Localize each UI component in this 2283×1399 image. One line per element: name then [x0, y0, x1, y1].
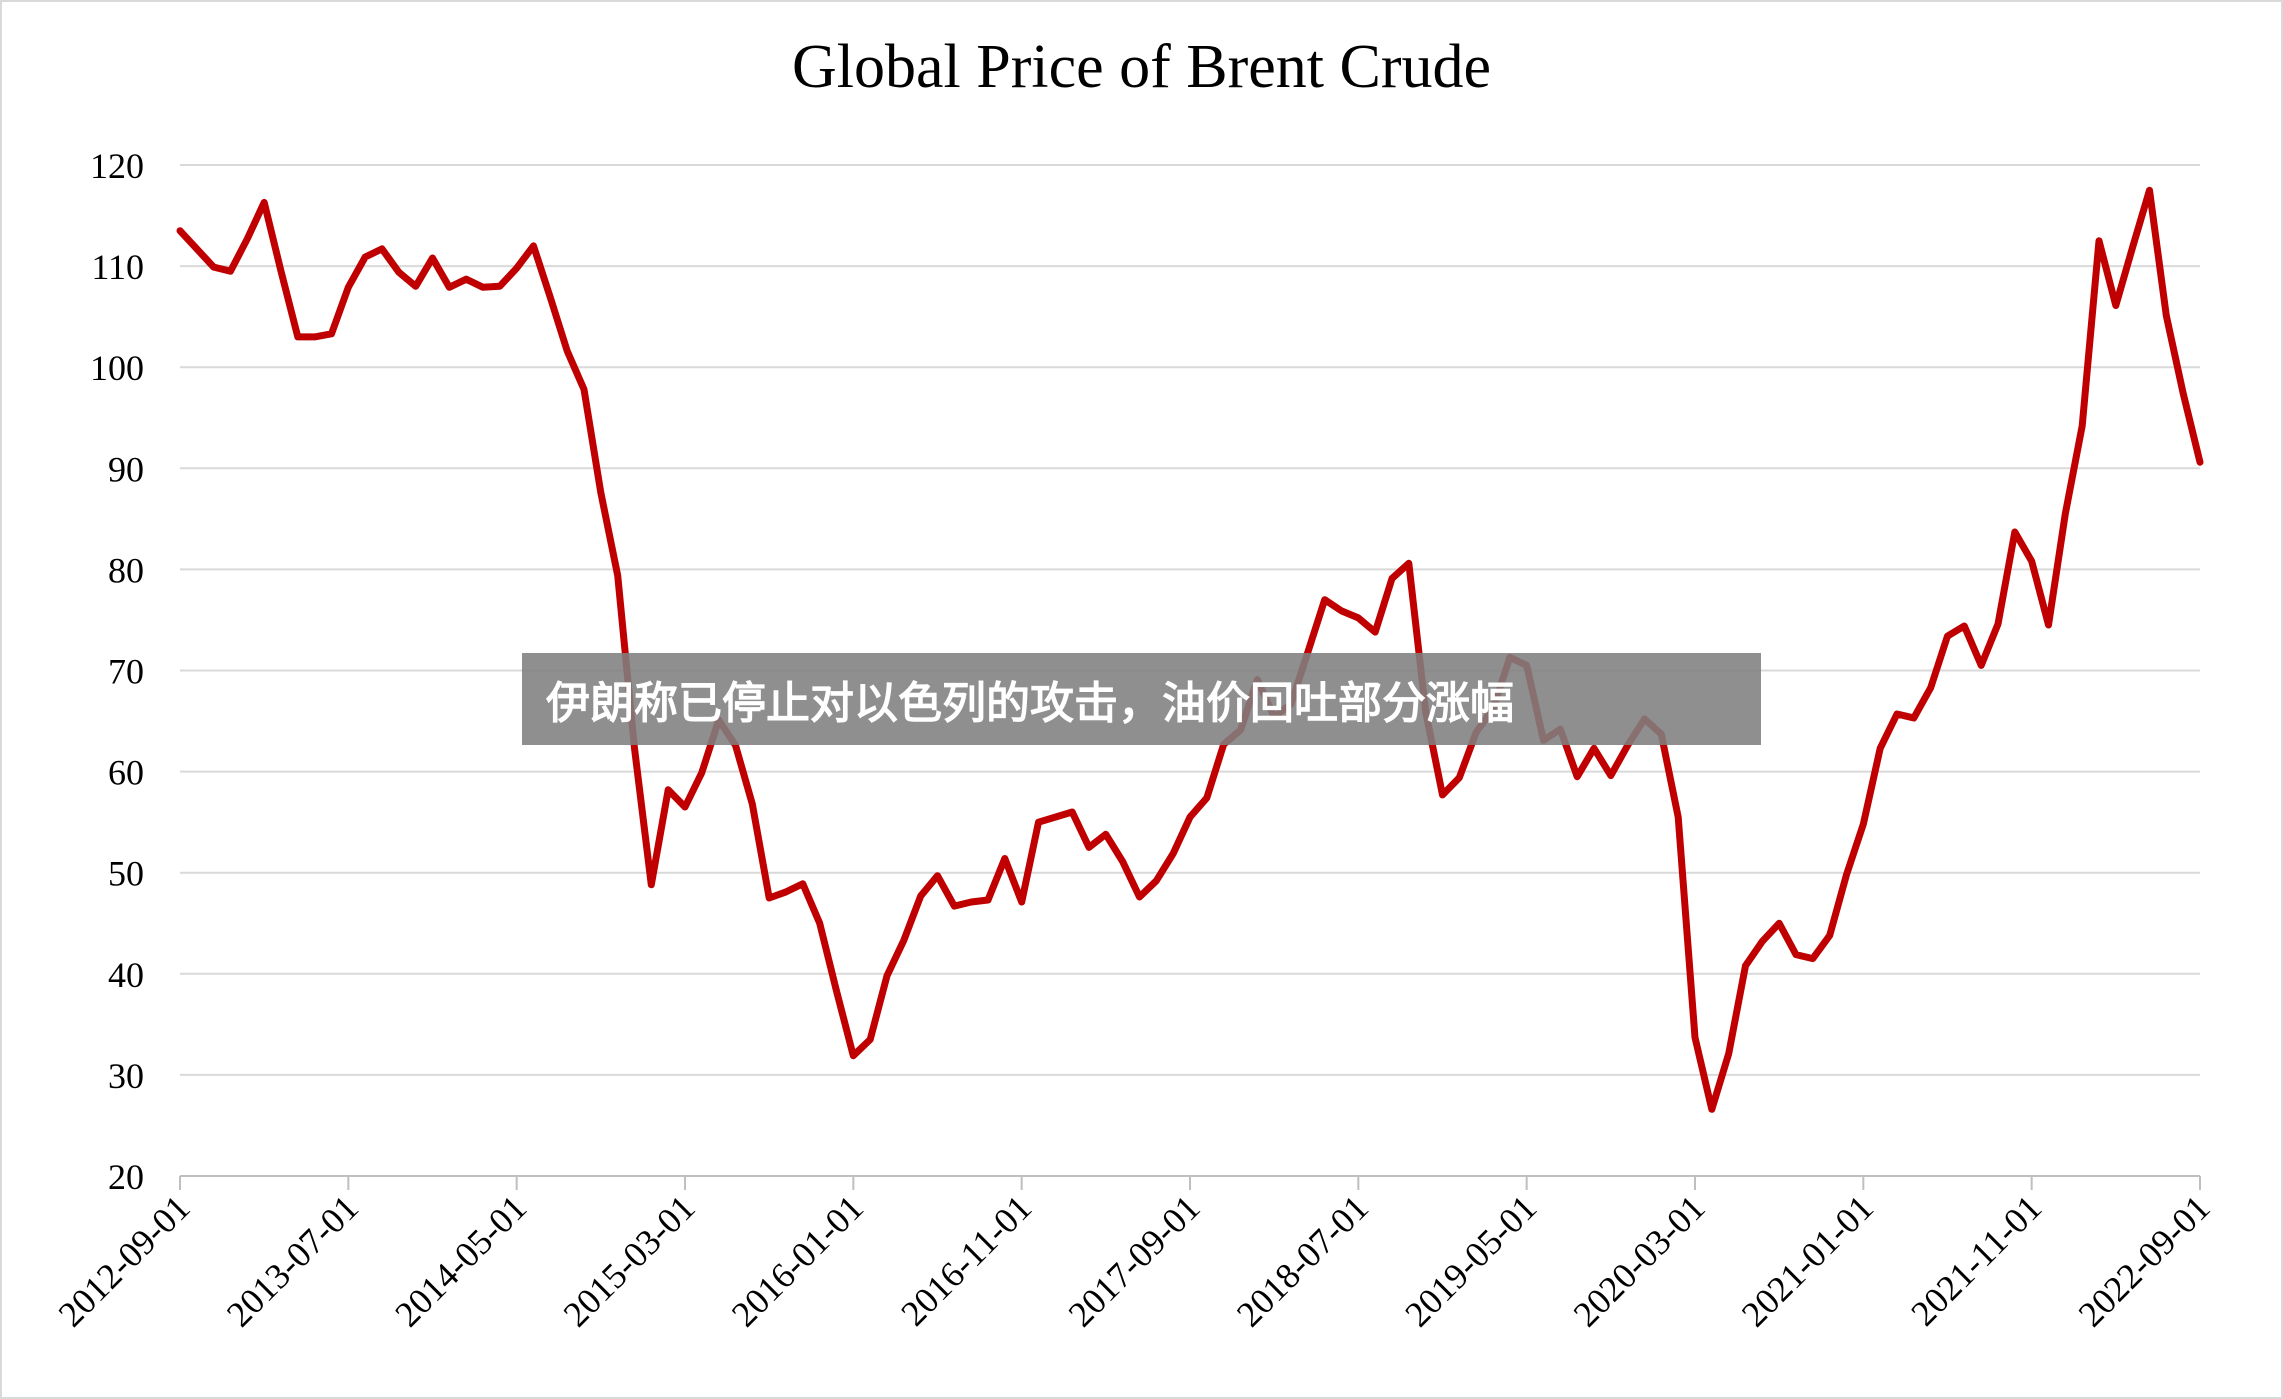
x-axis — [179, 1175, 2201, 1190]
x-tick-label: 2021-01-01 — [1734, 1187, 1881, 1334]
y-axis-tick-labels: 20 30 40 50 60 70 80 90 100 110 120 — [90, 146, 144, 1197]
x-tick-label: 2018-07-01 — [1229, 1187, 1376, 1334]
grid-lines — [180, 164, 2200, 1076]
y-tick-label: 80 — [108, 550, 144, 590]
x-tick-label: 2013-07-01 — [219, 1187, 366, 1334]
x-tick-label: 2017-09-01 — [1061, 1187, 1208, 1334]
x-tick-label: 2021-11-01 — [1903, 1187, 2049, 1333]
headline-banner-text: 伊朗称已停止对以色列的攻击，油价回吐部分涨幅 — [546, 678, 1514, 729]
y-tick-label: 50 — [108, 854, 144, 894]
x-tick-label: 2022-09-01 — [2071, 1187, 2218, 1334]
x-tick-label: 2020-03-01 — [1566, 1187, 1713, 1334]
y-tick-label: 30 — [108, 1056, 144, 1096]
y-tick-label: 100 — [90, 348, 144, 388]
x-tick-label: 2014-05-01 — [387, 1187, 534, 1334]
series-line-brent — [176, 186, 2204, 1113]
chart-title: Global Price of Brent Crude — [791, 33, 1492, 101]
x-tick-label: 2015-03-01 — [556, 1187, 703, 1334]
x-tick-label: 2012-09-01 — [51, 1187, 198, 1334]
x-tick-label: 2016-11-01 — [893, 1187, 1039, 1333]
y-tick-label: 70 — [108, 652, 144, 692]
y-tick-label: 90 — [108, 449, 144, 489]
series-layer — [176, 186, 2204, 1113]
y-tick-label: 120 — [90, 146, 144, 186]
y-tick-label: 20 — [108, 1157, 144, 1197]
x-tick-label: 2019-05-01 — [1397, 1187, 1544, 1334]
x-axis-tick-labels: 2012-09-01 2013-07-01 2014-05-01 2015-03-01… — [51, 1187, 2218, 1334]
y-tick-label: 60 — [108, 753, 144, 793]
y-tick-label: 110 — [91, 247, 144, 287]
x-tick-label: 2016-01-01 — [724, 1187, 871, 1334]
y-tick-label: 40 — [108, 955, 144, 995]
headline-banner: 伊朗称已停止对以色列的攻击，油价回吐部分涨幅 — [522, 653, 1761, 745]
